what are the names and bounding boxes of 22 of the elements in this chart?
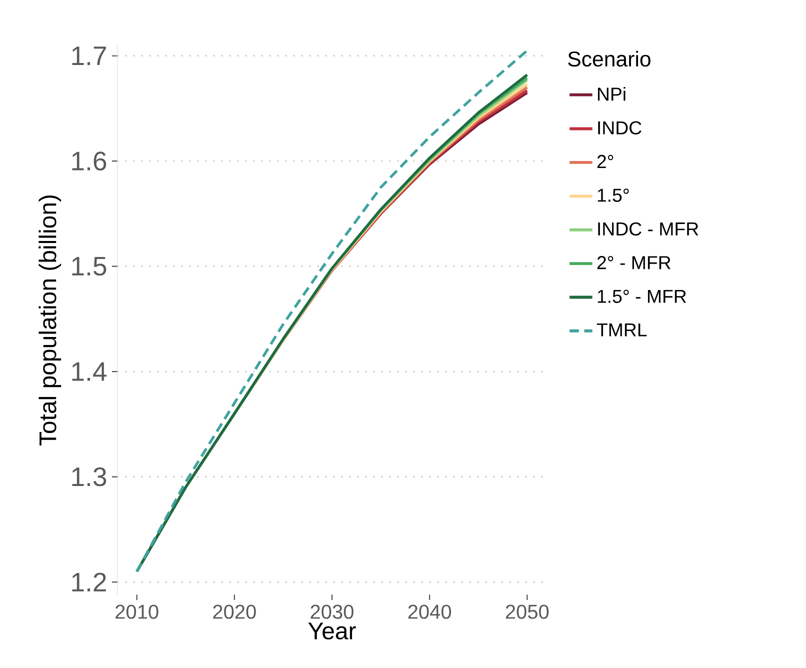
- legend-label: 1.5° - MFR: [598, 290, 686, 303]
- x-tick-label: 2010: [116, 604, 158, 619]
- y-tick-label: 1.5: [72, 257, 106, 276]
- x-tick-label: 2030: [310, 604, 354, 619]
- y-tick-label: 1.4: [72, 362, 107, 381]
- y-axis-title: Total population (billion): [38, 195, 62, 446]
- legend-label: 2° - MFR: [597, 256, 670, 270]
- legend-label: TMRL: [596, 323, 647, 336]
- legend-label: INDC - MFR: [598, 222, 698, 236]
- y-tick-label: 1.7: [72, 46, 106, 66]
- x-tick-label: 2020: [213, 604, 256, 619]
- y-tick-label: 1.3: [72, 467, 106, 486]
- x-tick-label: 2050: [506, 604, 549, 619]
- legend-label: 2°: [597, 154, 614, 168]
- x-tick-label: 2040: [408, 604, 452, 619]
- legend-label: NPi: [598, 87, 626, 101]
- legend-label: INDC: [598, 121, 642, 134]
- x-axis-title: Year: [308, 622, 356, 640]
- legend-label: 1.5°: [598, 188, 629, 202]
- y-tick-label: 1.2: [72, 572, 106, 592]
- y-tick-label: 1.6: [72, 152, 106, 171]
- legend-title: Scenario: [568, 50, 650, 67]
